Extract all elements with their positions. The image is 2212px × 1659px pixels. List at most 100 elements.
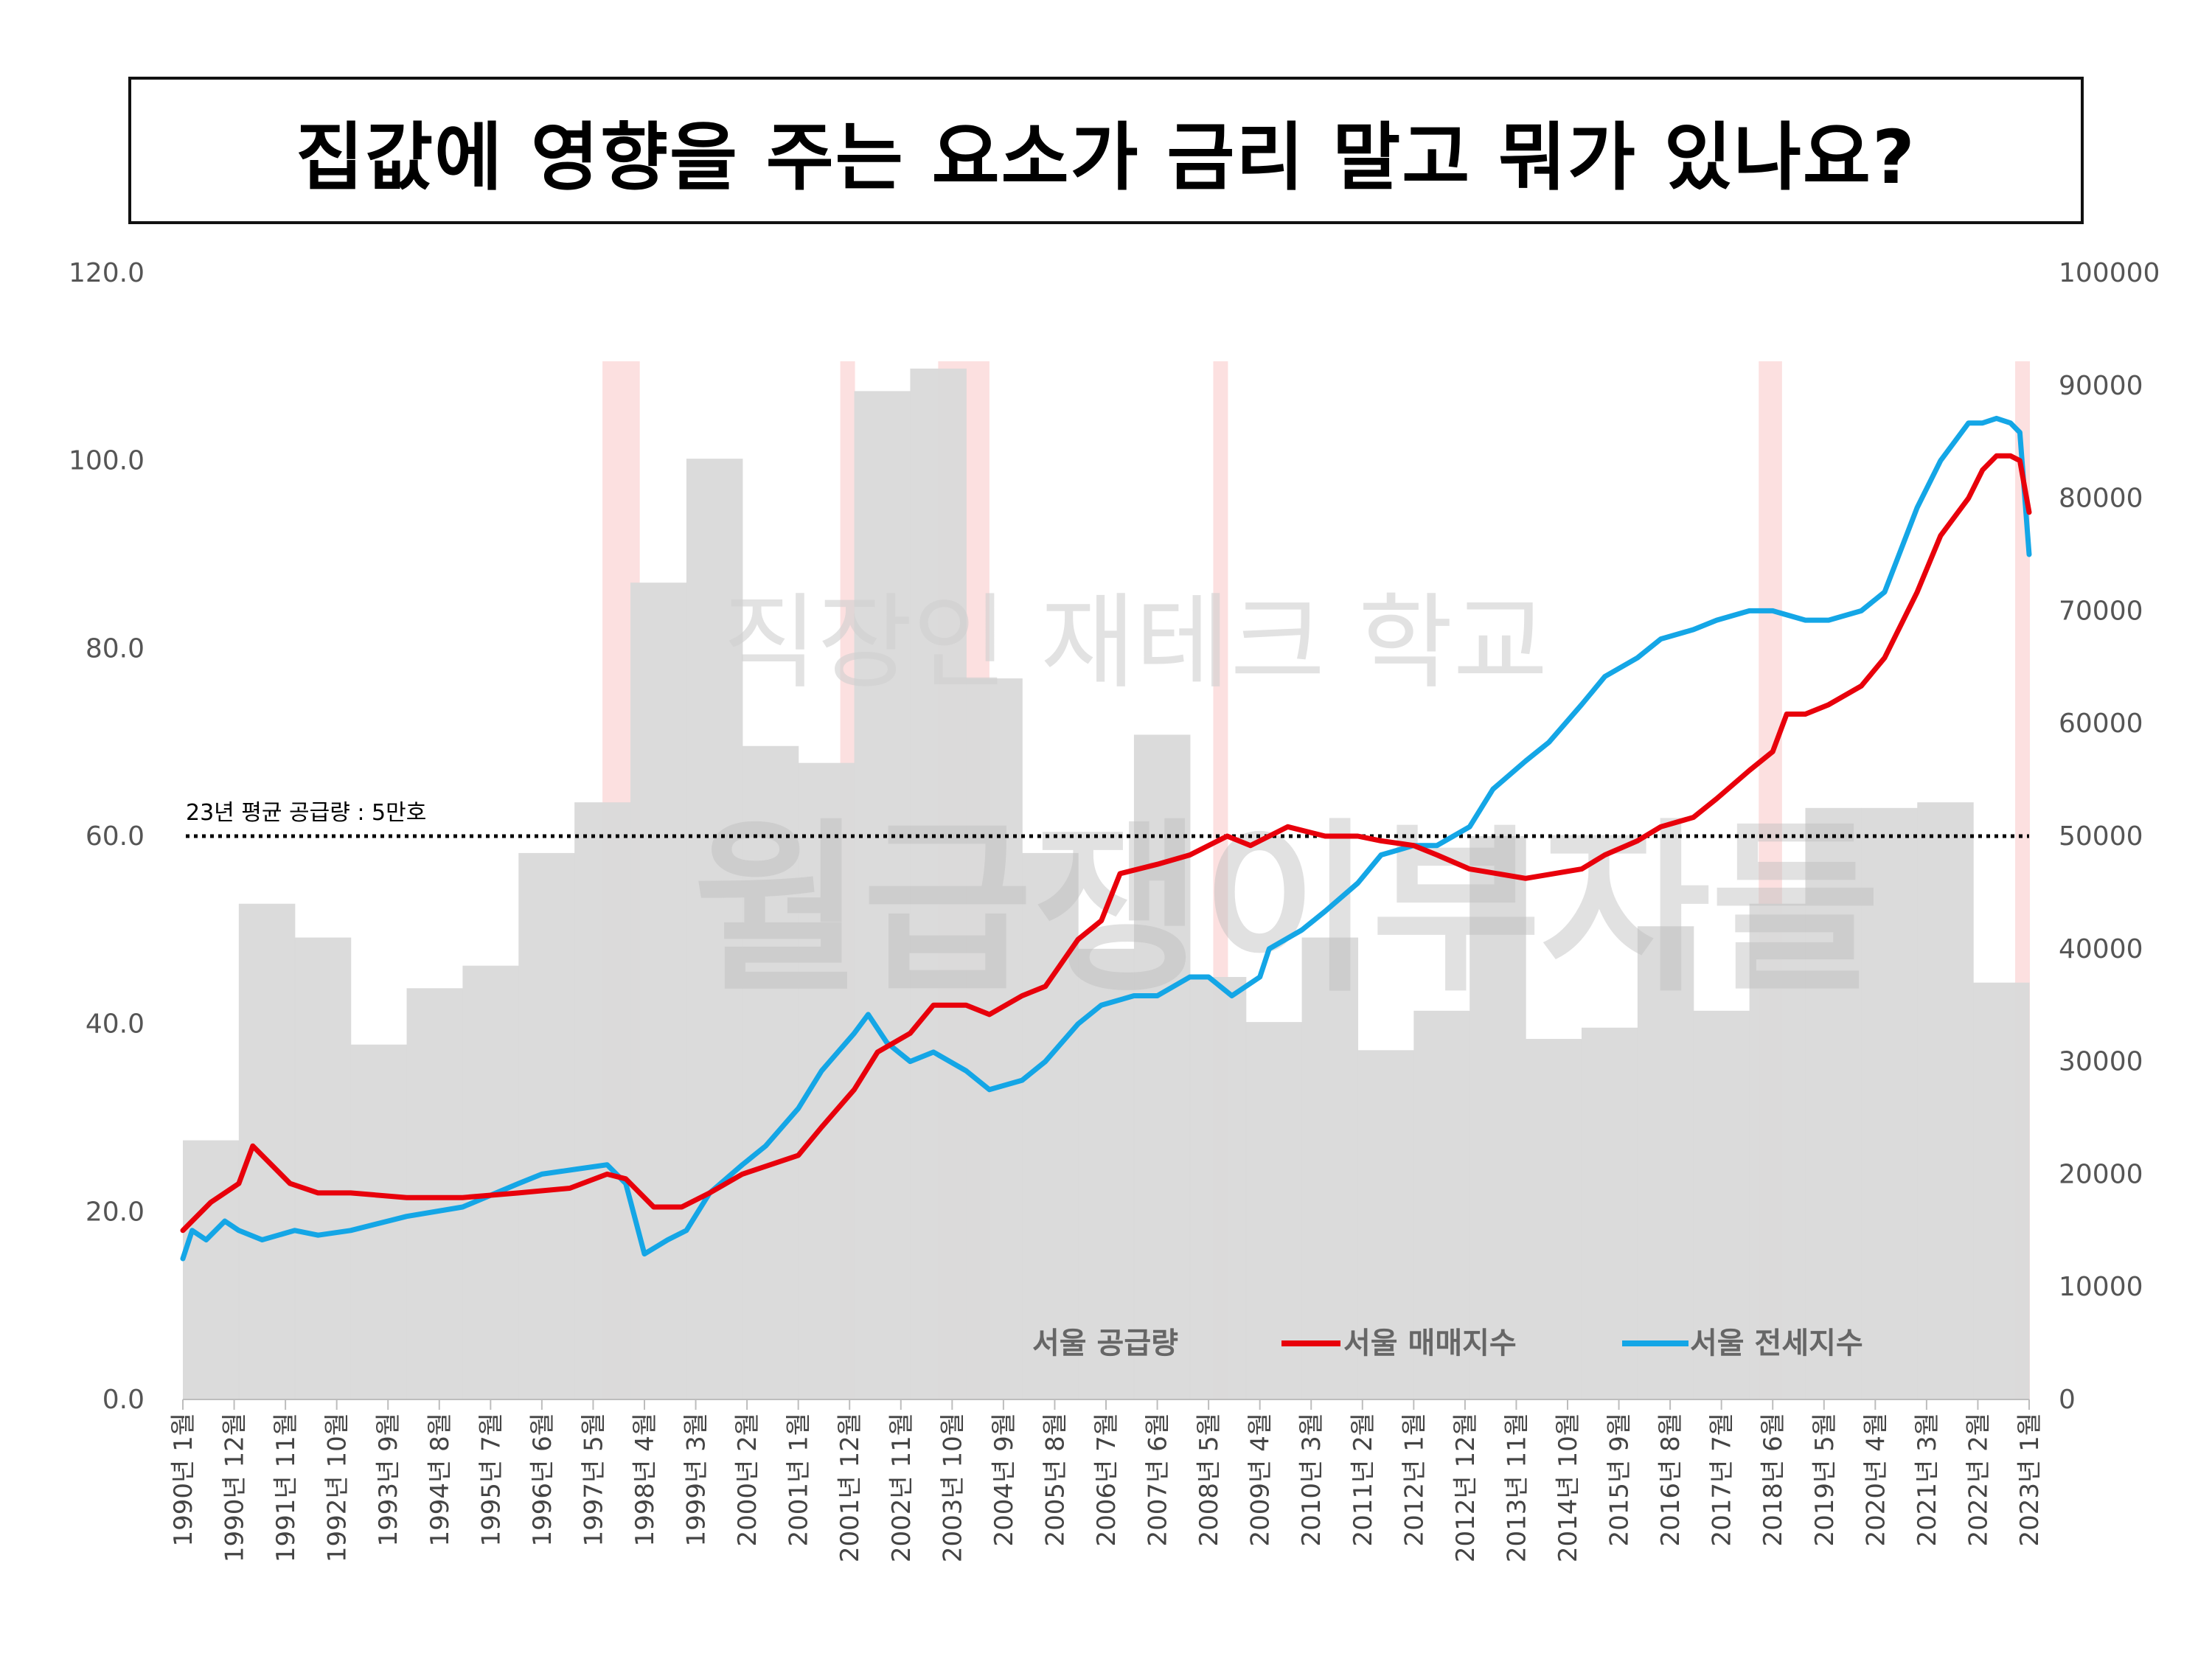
x-axis: 1990년 1월 1990년 12월 1991년 11월 1992년 10월 1993년… [169,1399,2045,1562]
legend: 서울 공급량 서울 매매지수 서울 전세지수 [1032,1326,1863,1360]
supply-area-layer [183,368,2030,1400]
series-lines [180,415,2032,1262]
supply-bar [1078,948,1135,1399]
x-axis-tick: 2014년 10월 [1554,1413,1583,1562]
x-axis-tick: 1991년 11월 [271,1413,301,1562]
x-axis-tick: 1990년 12월 [220,1413,250,1562]
supply-bar [1357,1050,1414,1399]
x-axis-tick: 2008년 5월 [1194,1413,1224,1547]
right-axis-tick: 50000 [2059,821,2143,852]
legend-jeonse-label: 서울 전세지수 [1690,1326,1863,1360]
x-axis-tick: 2003년 10월 [938,1413,967,1562]
x-axis-tick: 2015년 9월 [1605,1413,1635,1547]
supply-bar [1022,852,1079,1399]
left-axis-tick: 20.0 [86,1197,145,1227]
x-axis-tick: 2010년 3월 [1297,1413,1326,1547]
x-axis-tick: 1999년 3월 [682,1413,712,1547]
x-axis-tick: 2007년 6월 [1144,1413,1173,1547]
reference-line-label: 23년 평균 공급량 : 5만호 [186,800,426,826]
supply-bar [686,459,743,1399]
x-axis-tick: 2002년 11월 [887,1413,917,1562]
x-axis-tick: 2012년 12월 [1451,1413,1481,1562]
x-axis-tick: 1993년 9월 [374,1413,403,1547]
jeonse-index-line [180,415,2032,1262]
supply-bar [1470,836,1526,1399]
right-axis-tick: 0 [2059,1385,2076,1415]
left-axis-tick: 0.0 [102,1385,145,1415]
left-axis-tick: 40.0 [86,1009,145,1040]
x-axis-tick: 2023년 1월 [2015,1413,2045,1547]
supply-bar [1637,926,1694,1399]
x-axis-tick: 1997년 5월 [579,1413,608,1547]
right-axis-tick: 90000 [2059,371,2143,401]
x-axis-tick: 2001년 12월 [835,1413,865,1562]
legend-sale-label: 서울 매매지수 [1343,1326,1517,1360]
left-axis: 0.0 20.0 40.0 60.0 80.0 100.0 120.0 [69,258,145,1415]
right-axis-tick: 80000 [2059,484,2143,514]
x-axis-tick: 2000년 2월 [733,1413,762,1547]
left-axis-tick: 100.0 [69,446,145,476]
right-axis-tick: 100000 [2059,258,2160,288]
x-axis-tick: 2005년 8월 [1040,1413,1070,1547]
title-box: 집값에 영향을 주는 요소가 금리 말고 뭐가 있나요? [128,77,2084,224]
x-axis-tick: 2019년 5월 [1810,1413,1840,1547]
reference-line-group: 23년 평균 공급량 : 5만호 [186,800,2029,838]
x-axis-tick: 2016년 8월 [1656,1413,1686,1547]
x-axis-tick: 1992년 10월 [323,1413,352,1562]
supply-bar [1526,1039,1582,1399]
x-axis-tick: 2012년 1월 [1399,1413,1429,1547]
supply-bar [574,802,631,1399]
sale-index-line [180,453,2032,1234]
right-axis: 0 10000 20000 30000 40000 50000 60000 70000 8000… [2059,258,2160,1415]
x-axis-tick: 1994년 8월 [425,1413,455,1547]
watermark-line1: 직장인 재테크 학교 [723,583,1548,703]
right-axis-tick: 60000 [2059,709,2143,739]
supply-bar [1301,937,1359,1399]
supply-bar [1581,1027,1638,1399]
watermark-line2: 월급쟁이부자들 [693,802,1880,1017]
supply-bar [798,762,855,1399]
x-axis-tick: 1990년 1월 [169,1413,198,1547]
supply-bar [1805,807,1862,1399]
supply-bar [854,391,911,1400]
x-axis-tick: 2004년 9월 [990,1413,1019,1547]
x-axis-tick: 2013년 11월 [1502,1413,1531,1562]
x-axis-tick: 2009년 4월 [1246,1413,1276,1547]
supply-bar [183,1140,240,1399]
x-axis-tick: 2001년 1월 [785,1413,814,1547]
supply-bar [294,937,352,1399]
left-axis-tick: 60.0 [86,821,145,852]
x-axis-tick: 2011년 2월 [1349,1413,1378,1547]
x-axis-tick: 2006년 7월 [1092,1413,1121,1547]
supply-bar [910,368,967,1399]
x-axis-tick: 2022년 2월 [1964,1413,1993,1547]
right-axis-tick: 40000 [2059,934,2143,964]
supply-bar [1861,807,1918,1399]
supply-bar [238,903,296,1399]
x-axis-tick: 2017년 7월 [1708,1413,1737,1547]
legend-supply-label: 서울 공급량 [1032,1326,1178,1360]
right-axis-tick: 30000 [2059,1047,2143,1077]
left-axis-tick: 120.0 [69,258,145,288]
supply-bar [630,582,687,1400]
supply-bar [1973,982,2030,1399]
left-axis-tick: 80.0 [86,633,145,664]
supply-bar [518,852,575,1399]
supply-bar [1189,977,1247,1399]
supply-bar [1413,1010,1470,1399]
chart-title: 집값에 영향을 주는 요소가 금리 말고 뭐가 있나요? [296,114,1916,201]
supply-bar [1917,802,1974,1399]
supply-bar [966,678,1023,1399]
supply-bar [1749,903,1806,1399]
x-axis-tick: 2018년 6월 [1759,1413,1788,1547]
supply-bar [406,988,463,1399]
watermark: 직장인 재테크 학교 월급쟁이부자들 [693,583,1880,1017]
right-axis-tick: 10000 [2059,1272,2143,1302]
x-axis-tick: 1996년 6월 [528,1413,557,1547]
x-axis-tick: 1995년 7월 [476,1413,506,1547]
x-axis-tick: 2020년 4월 [1861,1413,1891,1547]
supply-bar [742,745,799,1399]
right-axis-tick: 70000 [2059,596,2143,626]
supply-bar [1693,1010,1750,1399]
